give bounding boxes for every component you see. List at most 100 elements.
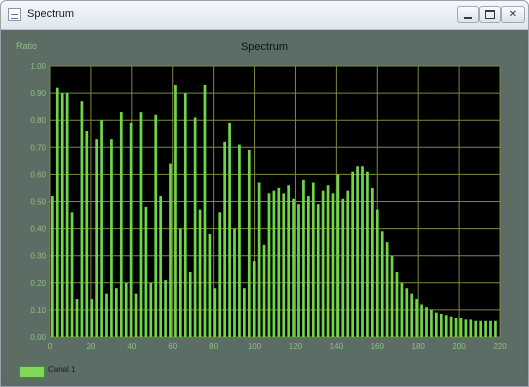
spectrum-bar <box>380 231 384 337</box>
spectrum-bar <box>144 206 148 337</box>
spectrum-bar <box>395 271 399 337</box>
spectrum-bar <box>292 198 295 337</box>
spectrum-bar <box>203 84 207 337</box>
spectrum-bar <box>464 319 468 337</box>
spectrum-bar <box>257 182 261 337</box>
x-tick-label: 40 <box>127 342 136 351</box>
spectrum-bar <box>115 288 118 337</box>
spectrum-bar <box>311 182 315 337</box>
spectrum-bar <box>302 179 305 337</box>
spectrum-bar <box>430 309 433 337</box>
y-tick-labels: 0.00 0.10 0.20 0.30 0.40 0.50 0.60 0.70 0.80 0.90… <box>30 62 46 342</box>
spectrum-bar <box>474 320 478 337</box>
spectrum-bar <box>439 313 443 337</box>
window-title: Spectrum <box>27 8 75 20</box>
close-button[interactable]: ✕ <box>501 6 525 23</box>
spectrum-bar <box>307 196 310 337</box>
spectrum-bar <box>385 242 389 337</box>
spectrum-bar <box>252 261 256 337</box>
legend-swatch <box>19 366 45 378</box>
spectrum-bar <box>213 288 217 337</box>
spectrum-bar <box>336 174 340 337</box>
spectrum-bar <box>247 150 251 337</box>
y-tick-label: 0.80 <box>30 116 46 125</box>
spectrum-bar <box>80 101 84 337</box>
x-tick-label: 60 <box>168 342 177 351</box>
spectrum-bar <box>223 141 227 337</box>
spectrum-bar <box>400 282 404 337</box>
x-tick-label: 100 <box>248 342 262 351</box>
spectrum-bar <box>65 93 69 337</box>
spectrum-bar <box>139 112 143 337</box>
y-tick-label: 0.70 <box>30 143 46 152</box>
x-tick-labels: 0 20 40 60 80 100 120 140 160 180 200 220 <box>48 342 507 351</box>
spectrum-bar <box>331 193 335 337</box>
spectrum-bar <box>60 93 64 337</box>
spectrum-bar <box>51 196 54 337</box>
spectrum-bar <box>149 282 153 337</box>
spectrum-bar <box>105 293 108 337</box>
y-tick-label: 0.10 <box>30 306 46 315</box>
x-tick-label: 120 <box>289 342 303 351</box>
legend-label: Canal 1 <box>48 365 76 374</box>
maximize-button[interactable] <box>479 6 501 23</box>
spectrum-bar <box>459 318 463 337</box>
spectrum-bar <box>129 122 133 337</box>
maximize-icon <box>485 10 495 19</box>
title-bar[interactable]: Spectrum ✕ <box>1 1 528 30</box>
spectrum-bar <box>154 114 158 337</box>
spectrum-bar <box>179 228 182 337</box>
spectrum-bar <box>267 193 271 337</box>
x-tick-label: 80 <box>209 342 218 351</box>
spectrum-bar <box>484 320 487 337</box>
spectrum-bar <box>469 319 473 337</box>
minimize-button[interactable] <box>457 6 479 23</box>
y-axis-caption: Ratio <box>16 41 38 51</box>
spectrum-bar <box>425 307 428 337</box>
x-tick-label: 140 <box>330 342 344 351</box>
spectrum-bar <box>124 282 128 337</box>
x-tick-label: 0 <box>48 342 53 351</box>
spectrum-bar <box>287 185 291 337</box>
spectrum-bar <box>449 316 453 337</box>
spectrum-bar <box>375 209 379 337</box>
spectrum-bar <box>282 193 286 337</box>
spectrum-bar <box>405 288 409 337</box>
y-tick-label: 0.00 <box>30 333 46 342</box>
spectrum-bar <box>208 234 212 337</box>
spectrum-bar <box>479 320 483 337</box>
spectrum-bar <box>228 122 231 337</box>
spectrum-bar <box>70 212 74 337</box>
spectrum-bar <box>75 299 79 337</box>
spectrum-bar <box>188 271 192 337</box>
spectrum-bar <box>85 131 89 337</box>
x-tick-label: 160 <box>371 342 385 351</box>
spectrum-bar <box>390 255 394 337</box>
spectrum-bar <box>169 163 172 337</box>
spectrum-bar <box>346 190 350 337</box>
spectrum-bar <box>415 299 419 337</box>
spectrum-bar <box>454 318 458 337</box>
spectrum-bar <box>119 112 123 337</box>
spectrum-bar <box>277 187 281 337</box>
spectrum-bar <box>435 312 438 337</box>
spectrum-bar <box>444 315 448 337</box>
spectrum-bar <box>174 84 177 337</box>
spectrum-bar <box>110 139 113 337</box>
y-tick-label: 0.40 <box>30 225 46 234</box>
spectrum-bar <box>100 120 103 337</box>
y-tick-label: 0.20 <box>30 279 46 288</box>
spectrum-bar <box>243 288 246 337</box>
spectrum-bar <box>420 304 423 337</box>
spectrum-bar <box>238 144 241 337</box>
spectrum-bar <box>371 187 374 337</box>
spectrum-bar <box>233 228 236 337</box>
spectrum-bar <box>494 320 497 337</box>
spectrum-bar <box>316 204 320 337</box>
x-tick-label: 220 <box>493 342 507 351</box>
spectrum-bar <box>193 117 197 338</box>
y-tick-label: 0.50 <box>30 198 46 207</box>
spectrum-bar <box>272 190 276 337</box>
spectrum-bar <box>351 171 355 337</box>
